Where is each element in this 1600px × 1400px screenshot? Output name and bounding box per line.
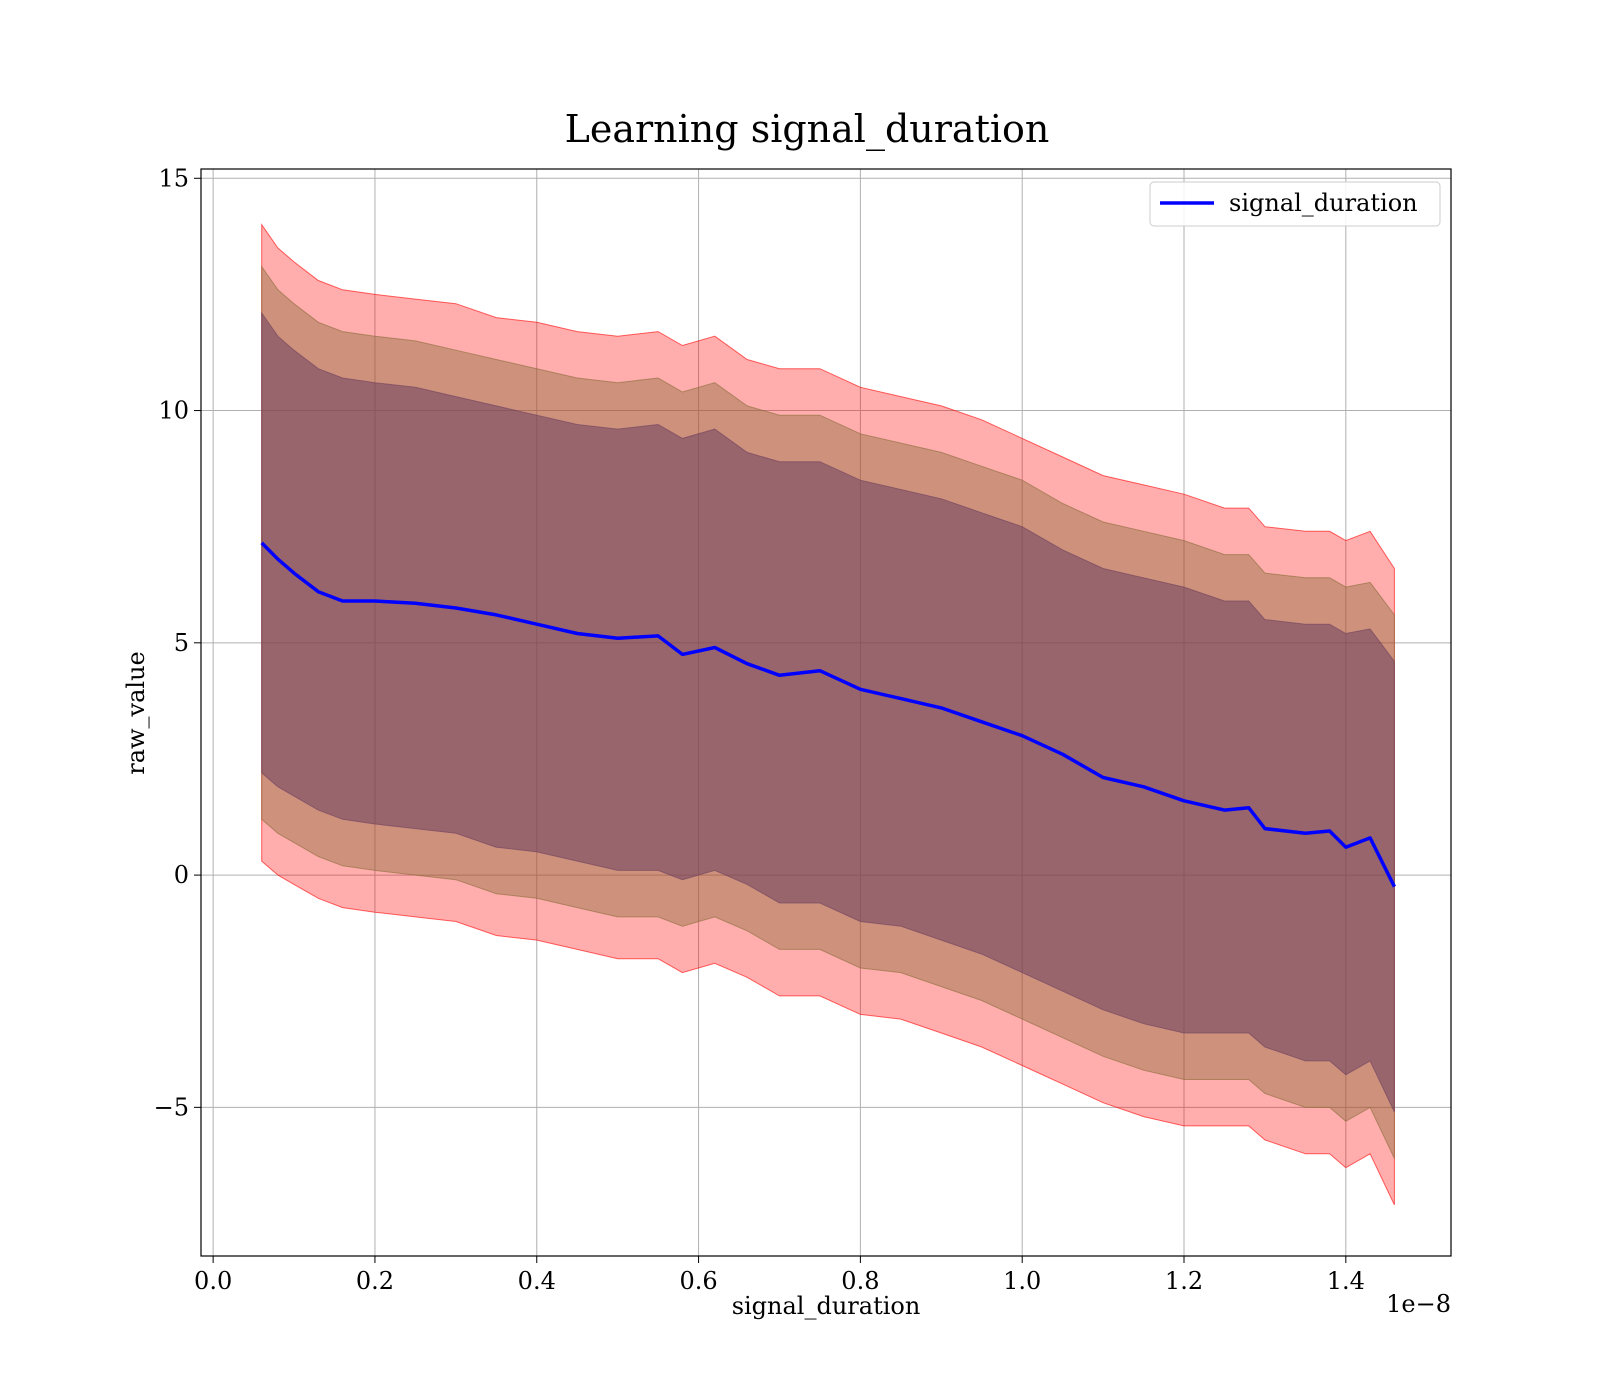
legend: signal_duration — [1149, 181, 1441, 227]
x-axis-label: signal_duration — [732, 1292, 921, 1320]
x-tick-label: 1.0 — [1003, 1267, 1041, 1295]
series-lines — [260, 541, 1396, 888]
axes-frame — [200, 168, 1452, 1257]
confidence-bands — [261, 223, 1395, 1206]
x-tick-label: 1.4 — [1327, 1267, 1365, 1295]
axis-ticks: 0.0 0.2 0.4 0.6 0.8 1.0 1.2 1.4 −5 0 5 10 15 — [154, 164, 1365, 1295]
x-tick-label: 0.2 — [356, 1267, 394, 1295]
y-tick-label: 10 — [158, 397, 189, 425]
x-tick-label: 0.4 — [518, 1267, 556, 1295]
x-tick-label: 0.8 — [841, 1267, 879, 1295]
legend-label-signal-duration: signal_duration — [1229, 189, 1418, 217]
x-offset-label: 1e−8 — [1386, 1290, 1451, 1318]
legend-box — [1149, 181, 1441, 227]
y-tick-label: −5 — [154, 1093, 189, 1121]
x-tick-label: 1.2 — [1165, 1267, 1203, 1295]
x-tick-label: 0.6 — [679, 1267, 717, 1295]
series-line-signal-duration — [260, 541, 1396, 888]
band-inner — [261, 311, 1395, 1113]
x-tick-label: 0.0 — [194, 1267, 232, 1295]
y-tick-label: 0 — [174, 861, 189, 889]
chart-title: Learning signal_duration — [565, 107, 1050, 152]
y-tick-label: 5 — [174, 629, 189, 657]
y-axis-label: raw_value — [122, 651, 150, 775]
y-tick-label: 15 — [158, 164, 189, 192]
